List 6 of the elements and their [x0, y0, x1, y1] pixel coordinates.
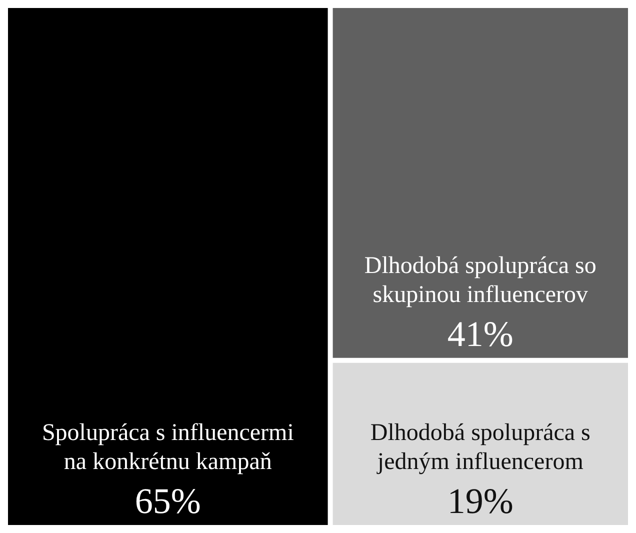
category-label: Dlhodobá spolupráca so skupinou influencerov	[364, 252, 596, 308]
data-label: 65%	[134, 481, 201, 521]
category-label: Dlhodobá spolupráca s jedným influencerom	[370, 420, 590, 475]
data-label: 19%	[447, 481, 514, 521]
category-label: Spolupráca s influencermi na konkrétnu kampaň	[42, 420, 294, 475]
data-label: 41%	[447, 314, 514, 354]
